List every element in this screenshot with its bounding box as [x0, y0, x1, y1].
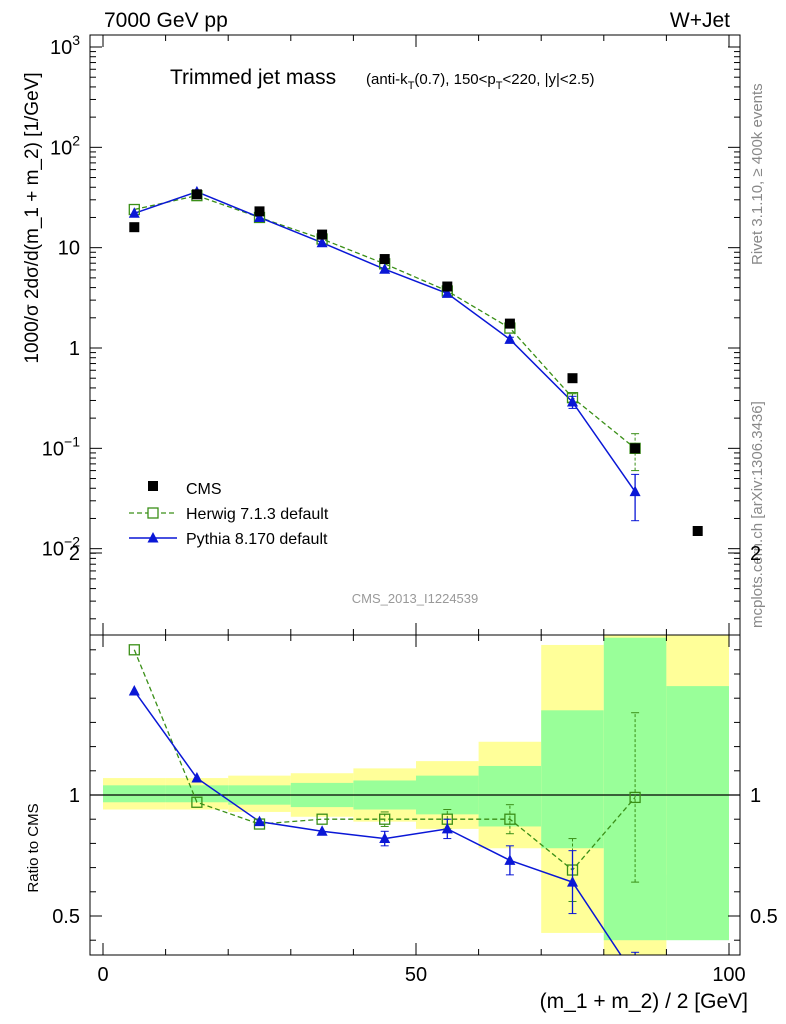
herwig-ratio-point: [629, 791, 641, 804]
cms-point: [442, 281, 453, 292]
y-axis-label: 1000/σ 2dσ/d(m_1 + m_2) [1/GeV]: [22, 72, 43, 363]
main-panel: 10−2 10−1 1 10 102 103: [42, 32, 741, 636]
pythia-line: [134, 191, 636, 493]
pythia-point: [567, 395, 578, 407]
legend-cms-marker: [148, 481, 158, 491]
ratio-band-inner: [103, 785, 166, 803]
cms-point: [191, 189, 202, 200]
x-axis-label: (m_1 + m_2) / 2 [GeV]: [540, 990, 748, 1013]
ratio-tick-label: 0.5: [52, 906, 80, 928]
herwig-ratio-point: [191, 796, 203, 808]
x-tick-label: 0: [97, 964, 108, 986]
pythia-point: [316, 236, 328, 248]
ratio-bands: [103, 635, 729, 955]
pythia-ratio-point: [254, 815, 265, 827]
legend-cms-label: CMS: [186, 481, 222, 498]
chart-title-main: Trimmed jet mass: [170, 66, 336, 89]
herwig-ratio-point: [504, 813, 516, 825]
pythia-ratio-point: [504, 854, 516, 865]
legend: CMS Herwig 7.1.3 default Pythia 8.170 defa…: [129, 481, 329, 548]
cms-point: [129, 222, 140, 233]
pythia-point: [128, 207, 140, 218]
ratio-panel: 0.5 0.5 1 1 2 2 0 50 100: [52, 543, 778, 986]
cms-point: [254, 206, 265, 217]
process-label: W+Jet: [670, 9, 730, 32]
y-tick-label: 10−1: [42, 433, 80, 460]
ratio-tick-label-right: 0.5: [750, 906, 778, 928]
ratio-data-layer: [90, 644, 740, 982]
pythia-ratio-point: [191, 772, 203, 783]
y-tick-label: 1: [69, 338, 80, 360]
pythia-point: [504, 333, 516, 344]
ratio-axis-label: Ratio to CMS: [25, 803, 42, 892]
pythia-ratio-point: [128, 684, 140, 696]
y-tick-label: 10: [58, 238, 80, 260]
cms-point: [567, 373, 578, 384]
herwig-line: [134, 194, 636, 449]
herwig-ratio-point: [379, 813, 391, 825]
pythia-ratio-point: [567, 876, 578, 887]
ratio-band-inner: [666, 686, 729, 941]
ratio-band-inner: [603, 637, 667, 941]
chart-subtitle: (anti-kT(0.7), 150<pT<220, |y|<2.5): [366, 71, 595, 92]
pythia-point: [379, 263, 391, 274]
analysis-label: CMS_2013_I1224539: [352, 591, 479, 606]
x-tick-label: 100: [712, 964, 745, 986]
legend-pythia-marker: [147, 532, 159, 543]
cms-point: [379, 254, 390, 265]
pythia-point: [441, 287, 453, 298]
x-tick-label: 50: [405, 964, 427, 986]
ratio-clipped: [90, 644, 740, 982]
ratio-tick-label-right: 1: [750, 785, 761, 807]
ratio-tick-label-right: 2: [750, 543, 761, 565]
pythia-ratio-point: [316, 825, 328, 836]
pythia-point: [254, 211, 265, 222]
herwig-ratio-point: [128, 644, 140, 656]
main-data-layer: [128, 185, 703, 536]
pythia-ratio-point: [379, 832, 391, 844]
ratio-band-inner: [541, 710, 604, 849]
cms-point: [504, 318, 515, 329]
ratio-tick-label: 1: [69, 785, 80, 807]
pythia-point: [629, 485, 641, 497]
mcplots-label: mcplots.cern.ch [arXiv:1306.3436]: [749, 401, 766, 628]
ratio-tick-label: 2: [69, 543, 80, 565]
rivet-label: Rivet 3.1.10, ≥ 400k events: [749, 83, 766, 265]
pythia-ratio-point: [441, 822, 453, 834]
cms-point: [630, 443, 641, 454]
legend-pythia-label: Pythia 8.170 default: [186, 531, 328, 548]
pythia-ratio-point: [630, 971, 641, 982]
cms-point: [692, 525, 703, 536]
y-tick-label: 103: [50, 32, 80, 59]
cms-point: [317, 229, 328, 240]
legend-herwig-label: Herwig 7.1.3 default: [186, 506, 329, 523]
legend-herwig-marker: [147, 507, 159, 519]
y-tick-label: 10−2: [42, 534, 80, 561]
chart-title: Trimmed jet mass: [170, 66, 336, 89]
herwig-ratio-point: [316, 813, 328, 825]
energy-label: 7000 GeV pp: [104, 9, 228, 32]
y-tick-label: 102: [50, 132, 80, 159]
